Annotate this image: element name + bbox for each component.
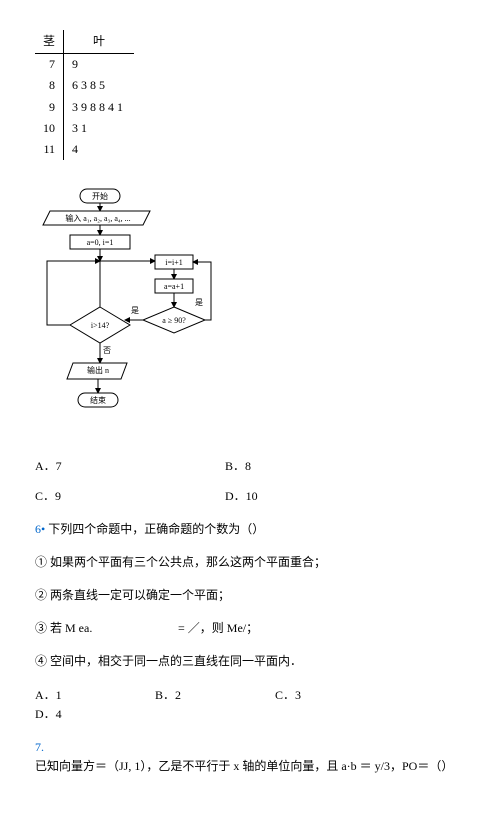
q6-p1: ① 如果两个平面有三个公共点，那么这两个平面重合；	[35, 553, 465, 572]
fc-end: 结束	[90, 395, 106, 405]
q6-options: A．1 B．2 C．3 D．4	[35, 686, 465, 724]
q6: 6• 下列四个命题中，正确命题的个数为（）	[35, 520, 465, 539]
opt-a: A．1	[35, 686, 135, 705]
fc-input: 输入 a₁, a₂, a₃, a₄, ...	[65, 213, 130, 223]
fc-start: 开始	[92, 191, 108, 201]
q6-p3: ③ 若 M ea. = ／，则 Me/；	[35, 619, 465, 638]
fc-step2: a=a+1	[164, 282, 184, 291]
fc-cond2: a ≥ 90?	[162, 316, 186, 325]
flowchart-diagram: 开始 输入 a₁, a₂, a₃, a₄, ... a=0, i=1 i=i+1…	[35, 185, 465, 451]
leaf-header: 叶	[64, 30, 135, 54]
opt-a: A．7	[35, 457, 205, 476]
table-row: 1031	[35, 118, 134, 139]
stem-leaf-table: 茎 叶 79 86385 9398841 1031 114	[35, 30, 134, 160]
opt-d: D．10	[225, 487, 345, 506]
q7-num: 7.	[35, 740, 44, 754]
fc-yes1: 是	[131, 306, 139, 315]
q7: 7. 已知向量方＝（JJ, 1），乙是不平行于 x 轴的单位向量，且 a·b ＝…	[35, 738, 465, 776]
opt-d: D．4	[35, 705, 115, 724]
q5-options: A．7 B．8	[35, 457, 465, 476]
stem-header: 茎	[35, 30, 64, 54]
q7-text: 已知向量方＝（JJ, 1），乙是不平行于 x 轴的单位向量，且 a·b ＝ y/…	[35, 759, 453, 773]
q6-stem: 下列四个命题中，正确命题的个数为（）	[48, 522, 264, 536]
table-row: 114	[35, 139, 134, 160]
opt-c: C．3	[275, 686, 375, 705]
opt-c: C．9	[35, 487, 205, 506]
table-row: 79	[35, 54, 134, 76]
q6-num: 6•	[35, 522, 45, 536]
fc-no1: 否	[103, 346, 111, 355]
q5-options-2: C．9 D．10	[35, 487, 465, 506]
opt-b: B．8	[225, 457, 345, 476]
table-row: 9398841	[35, 97, 134, 118]
fc-step1: i=i+1	[165, 258, 182, 267]
fc-cond1: i>14?	[91, 321, 110, 330]
q6-p4: ④ 空间中，相交于同一点的三直线在同一平面内．	[35, 652, 465, 671]
table-row: 86385	[35, 75, 134, 96]
fc-yes2: 是	[195, 298, 203, 307]
fc-output: 输出 n	[87, 365, 109, 375]
q6-p2: ② 两条直线一定可以确定一个平面；	[35, 586, 465, 605]
opt-b: B．2	[155, 686, 255, 705]
fc-init: a=0, i=1	[87, 238, 114, 247]
